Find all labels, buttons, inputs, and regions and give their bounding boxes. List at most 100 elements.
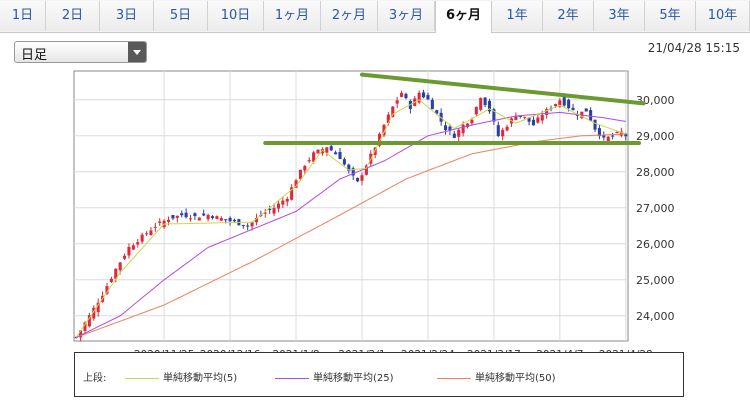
candle-body	[426, 94, 430, 100]
candle-body	[290, 187, 294, 200]
candle-body	[149, 230, 153, 236]
candle-body	[395, 100, 399, 104]
tab-14[interactable]: 10年	[696, 1, 750, 31]
legend-swatch-ma25	[275, 377, 309, 379]
interval-dropdown[interactable]: 日足	[14, 41, 147, 63]
tab-3[interactable]: 3日	[100, 1, 154, 31]
tab-10[interactable]: 1年	[492, 1, 543, 31]
x-tick-label: 2020/11/25	[134, 349, 195, 352]
candle-body	[320, 149, 324, 154]
candle-body	[276, 203, 280, 209]
candle-body	[254, 217, 259, 223]
candle-body	[263, 212, 267, 214]
legend: 上段: 単純移動平均(5) 単純移動平均(25) 単純移動平均(50)	[74, 352, 684, 397]
tab-1[interactable]: 1日	[0, 1, 46, 31]
candle-body	[281, 200, 285, 205]
candle-body	[589, 110, 593, 121]
candle-body	[536, 117, 540, 123]
candle-body	[342, 159, 346, 165]
tab-13[interactable]: 5年	[645, 1, 696, 31]
candle-body	[325, 147, 329, 153]
candle-body	[356, 177, 360, 182]
legend-label-ma25: 単純移動平均(25)	[313, 373, 394, 384]
tab-8[interactable]: 3ヶ月	[378, 1, 435, 31]
candle-body	[435, 110, 439, 114]
candle-body	[171, 214, 175, 219]
candle-body	[109, 278, 113, 282]
tab-4[interactable]: 5日	[154, 1, 208, 31]
candle-body	[364, 165, 368, 175]
tab-5[interactable]: 10日	[208, 1, 264, 31]
candle-body	[136, 242, 140, 245]
timestamp: 21/04/28 15:15	[647, 41, 740, 55]
candle-body	[140, 234, 144, 242]
candle-body	[430, 99, 434, 110]
candle-body	[523, 116, 527, 118]
candle-body	[470, 119, 474, 124]
y-tick-label: 26,000	[636, 238, 675, 251]
tab-12[interactable]: 3年	[594, 1, 645, 31]
candle-body	[584, 108, 588, 112]
tab-9[interactable]: 6ヶ月	[435, 1, 492, 33]
candle-body	[505, 126, 509, 131]
candle-body	[224, 219, 228, 221]
plot-area	[73, 70, 629, 342]
candle-body	[197, 217, 201, 221]
candle-body	[347, 164, 351, 171]
candle-body	[87, 315, 91, 327]
candle-body	[272, 208, 276, 214]
legend-title: 上段:	[83, 373, 107, 384]
candle-body	[593, 119, 597, 130]
y-tick-label: 29,000	[636, 130, 675, 143]
candle-body	[268, 208, 272, 211]
y-tick-label: 24,000	[636, 310, 675, 323]
candle-body	[443, 125, 448, 131]
legend-label-ma50: 単純移動平均(50)	[475, 373, 556, 384]
tab-11[interactable]: 2年	[543, 1, 594, 31]
x-tick-label: 2021/3/17	[467, 349, 521, 352]
candle-body	[465, 123, 470, 128]
candle-body	[514, 115, 518, 120]
legend-swatch-ma5	[125, 377, 159, 379]
candle-body	[180, 213, 184, 216]
candle-body	[219, 218, 223, 221]
candle-body	[492, 109, 496, 122]
tab-7[interactable]: 2ヶ月	[321, 1, 378, 31]
candle-body	[448, 126, 452, 131]
candle-body	[602, 135, 606, 138]
chevron-down-icon[interactable]	[128, 42, 146, 62]
candle-body	[329, 146, 333, 151]
candle-body	[79, 330, 83, 338]
candle-body	[188, 218, 193, 220]
y-tick-label: 25,000	[636, 274, 675, 287]
candle-body	[127, 246, 131, 256]
candle-body	[567, 99, 571, 109]
candle-body	[215, 216, 219, 220]
candle-body	[294, 180, 298, 188]
candle-body	[250, 222, 254, 227]
tab-6[interactable]: 1ヶ月	[264, 1, 321, 31]
candle-body	[483, 97, 487, 106]
candle-body	[360, 175, 364, 181]
candle-body	[232, 219, 237, 222]
candle-body	[540, 115, 544, 121]
candle-body	[386, 114, 390, 124]
candle-body	[153, 226, 157, 228]
y-tick-label: 30,000	[636, 94, 675, 107]
tab-2[interactable]: 2日	[46, 1, 100, 31]
candle-body	[611, 135, 615, 137]
candle-body	[501, 129, 505, 137]
candle-body	[619, 131, 623, 136]
candle-body	[202, 213, 206, 216]
candle-body	[74, 336, 78, 338]
candle-body	[461, 124, 465, 134]
y-tick-label: 27,000	[636, 202, 675, 215]
candle-body	[624, 134, 628, 137]
candle-body	[307, 160, 311, 162]
candle-body	[496, 125, 500, 136]
candle-body	[118, 262, 122, 271]
candle-body	[114, 268, 118, 279]
candle-body	[123, 255, 127, 259]
x-tick-label: 2021/2/1	[338, 349, 385, 352]
candle-body	[597, 128, 601, 137]
